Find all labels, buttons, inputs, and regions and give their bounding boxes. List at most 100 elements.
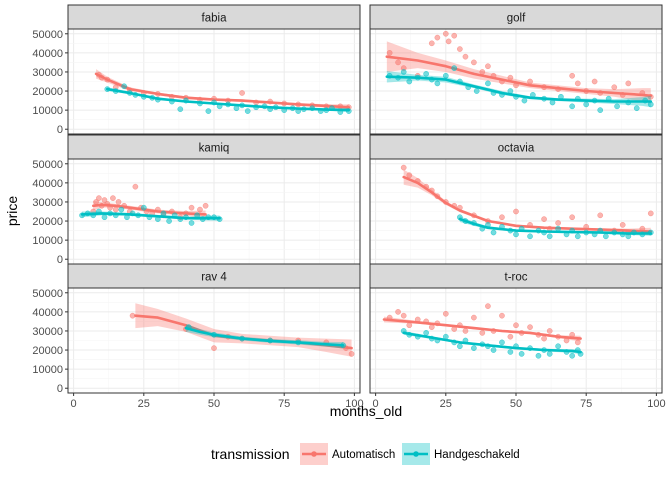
data-point: [485, 303, 491, 309]
data-point: [118, 206, 125, 213]
series-automatisch: [385, 30, 654, 104]
data-point: [205, 108, 212, 114]
data-point: [471, 314, 477, 321]
data-point: [423, 71, 430, 77]
facet-strip-label: kamiq: [199, 143, 230, 155]
data-point: [400, 69, 407, 75]
x-tick-label: 50: [510, 398, 522, 410]
data-point: [115, 199, 122, 205]
facet-strip: [369, 4, 663, 30]
data-point: [101, 197, 108, 203]
y-tick-label: 50000: [32, 29, 63, 41]
data-point: [244, 108, 251, 114]
data-point: [513, 231, 519, 238]
data-point: [406, 322, 413, 329]
data-point: [490, 229, 497, 236]
data-point: [521, 97, 528, 104]
data-point: [490, 347, 497, 353]
data-point: [395, 59, 401, 66]
data-point: [625, 80, 632, 87]
data-point: [555, 220, 561, 226]
data-point: [442, 30, 449, 37]
data-point: [160, 210, 167, 217]
data-point: [527, 78, 533, 85]
gridlines: [370, 29, 662, 134]
data-point: [569, 214, 576, 221]
x-tick-label: 25: [440, 398, 452, 410]
data-point: [499, 214, 505, 221]
data-point: [574, 339, 581, 346]
data-point: [479, 69, 486, 75]
data-point: [434, 80, 441, 87]
smooth-line: [382, 318, 582, 340]
data-point: [428, 40, 435, 47]
data-point: [602, 233, 609, 240]
legend-item-handgeschakeld: Handgeschakeld: [402, 443, 520, 465]
data-point: [535, 352, 542, 359]
facet-panel-fabia: fabia: [67, 4, 361, 135]
y-tick-label: 10000: [32, 235, 63, 247]
smooth-line: [385, 55, 653, 98]
y-tick-label: 30000: [32, 197, 63, 209]
data-point: [574, 80, 581, 87]
series-handgeschakeld: [104, 83, 352, 115]
x-tick-label: 50: [208, 398, 220, 410]
data-point: [485, 80, 491, 87]
gridlines: [68, 288, 360, 393]
data-point: [541, 335, 547, 342]
y-tick-label: 50000: [32, 159, 63, 171]
data-point: [546, 351, 553, 357]
data-point: [569, 72, 576, 79]
data-point: [527, 233, 533, 240]
data-point: [110, 195, 116, 201]
y-tick-label: 0: [57, 124, 63, 136]
facet-panels: fabia golf kamiq octavia rav 4 t-roc: [67, 4, 663, 394]
data-point: [202, 202, 209, 209]
series-handgeschakeld: [184, 324, 347, 349]
data-point: [507, 349, 514, 355]
data-point: [513, 322, 519, 329]
x-tick-label: 75: [580, 398, 592, 410]
data-point: [197, 206, 203, 213]
data-point: [597, 107, 604, 113]
y-tick-label: 10000: [32, 364, 63, 376]
legend-items: Automatisch Handgeschakeld: [300, 443, 520, 465]
series-handgeschakeld: [385, 65, 654, 113]
data-point: [400, 164, 407, 171]
x-tick-label: 100: [647, 398, 665, 410]
data-point: [597, 212, 604, 219]
gridlines: [68, 159, 360, 264]
panel-border: [369, 28, 663, 135]
smooth-line: [402, 175, 653, 233]
legend: transmission Automatisch Handgeschakeld: [211, 443, 520, 465]
x-tick-label: 100: [345, 398, 363, 410]
data-point: [239, 90, 245, 96]
x-tick-label: 0: [71, 398, 77, 410]
data-point: [541, 216, 547, 222]
x-tick-label: 0: [373, 398, 379, 410]
y-tick-label: 50000: [32, 288, 63, 300]
data-point: [406, 172, 413, 179]
data-point: [555, 343, 561, 350]
data-point: [177, 106, 184, 113]
data-point: [546, 328, 553, 334]
data-point: [527, 324, 533, 330]
data-point: [386, 50, 393, 56]
y-tick-label: 0: [57, 254, 63, 266]
data-point: [166, 218, 172, 224]
data-point: [112, 206, 119, 213]
data-point: [132, 183, 139, 190]
legend-label: Handgeschakeld: [434, 449, 520, 461]
data-point: [140, 204, 147, 211]
facet-strip-label: rav 4: [201, 272, 227, 284]
data-point: [507, 74, 514, 81]
smooth-line: [402, 331, 582, 354]
data-point: [442, 310, 449, 317]
y-axis-title: price: [4, 196, 20, 227]
data-point: [569, 352, 576, 359]
smooth-line: [458, 217, 653, 235]
legend-key-point: [413, 451, 419, 457]
data-point: [400, 312, 407, 319]
y-tick-label: 20000: [32, 216, 63, 228]
